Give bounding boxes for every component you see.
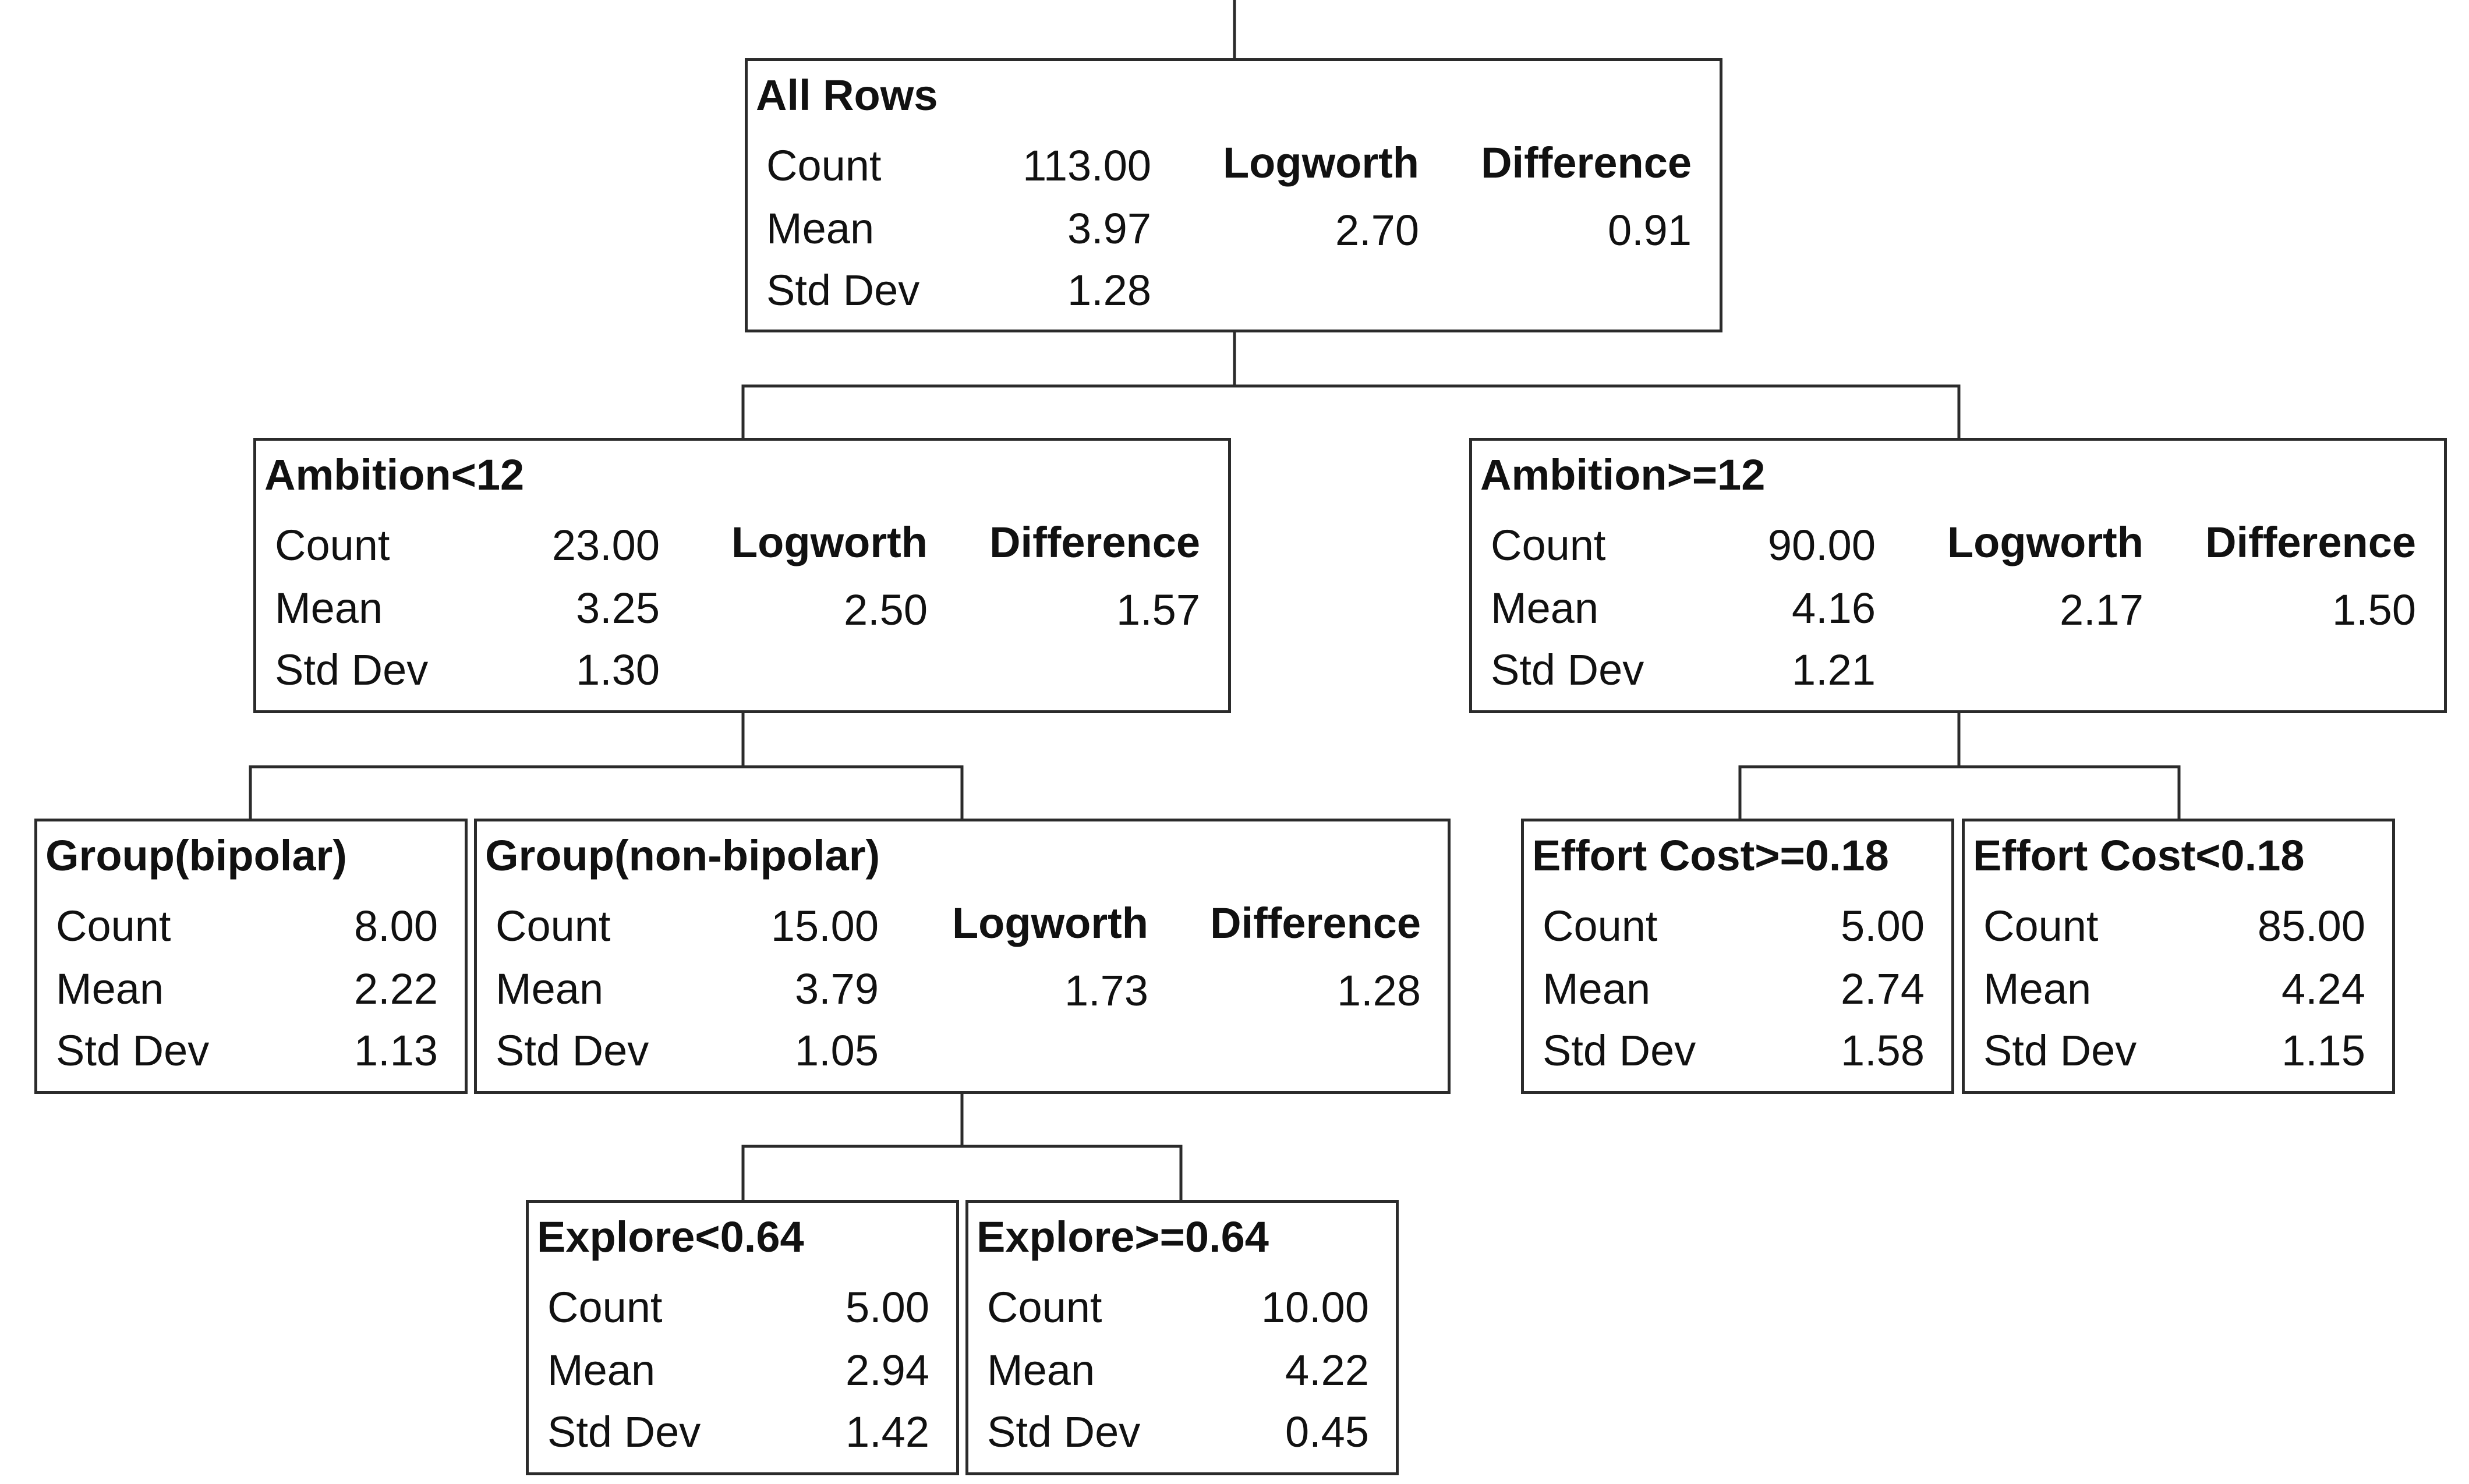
node-title: All Rows [756,71,938,119]
logworth-value: 2.50 [843,586,928,634]
stat-value-mean: 2.22 [353,965,438,1013]
node-group-bipolar: Group(bipolar) Count 8.00 Mean 2.22 Std Dev 1.… [34,819,468,1094]
stat-label-mean: Mean [275,584,383,632]
stat-value-std-dev: 1.58 [1840,1026,1925,1075]
node-title: Ambition<12 [264,451,525,499]
difference-value: 1.57 [1116,586,1200,634]
difference-header: Difference [2205,518,2416,566]
stat-label-mean: Mean [987,1346,1095,1394]
stat-label-std-dev: Std Dev [1491,646,1644,694]
stat-label-count: Count [1543,902,1658,950]
stat-label-count: Count [1983,902,2099,950]
node-title: Explore>=0.64 [977,1213,1269,1261]
stat-label-mean: Mean [496,965,604,1013]
stat-value-mean: 2.74 [1840,965,1925,1013]
stat-label-mean: Mean [766,204,875,253]
connector-line [743,765,964,819]
stat-label-count: Count [56,902,171,950]
stat-value-mean: 3.79 [794,965,879,1013]
stat-value-count: 8.00 [353,902,438,950]
logworth-value: 2.70 [1335,206,1419,254]
stat-label-mean: Mean [1543,965,1651,1013]
stat-value-mean: 4.16 [1791,584,1876,632]
difference-value: 1.28 [1336,966,1421,1015]
node-explore-ge-064: Explore>=0.64 Count 10.00 Mean 4.22 Std Dev 0.… [965,1200,1399,1475]
difference-value: 0.91 [1607,206,1692,254]
stat-label-mean: Mean [56,965,164,1013]
logworth-value: 1.73 [1064,966,1148,1015]
stat-value-std-dev: 1.13 [353,1026,438,1075]
stat-value-std-dev: 1.21 [1791,646,1876,694]
logworth-value: 2.17 [2059,586,2143,634]
stat-value-count: 10.00 [1261,1283,1369,1331]
difference-header: Difference [989,518,1200,566]
connector-line [1738,713,1961,819]
logworth-header: Logworth [1222,139,1419,187]
stat-label-std-dev: Std Dev [1543,1026,1696,1075]
stat-label-count: Count [987,1283,1102,1331]
stat-label-mean: Mean [1491,584,1599,632]
stat-label-std-dev: Std Dev [56,1026,210,1075]
stat-label-std-dev: Std Dev [547,1408,701,1456]
stat-value-std-dev: 0.45 [1285,1408,1369,1456]
node-group-non-bipolar: Group(non-bipolar) Count 15.00 Mean 3.79 Std … [474,819,1451,1094]
stat-label-count: Count [496,902,611,950]
stat-value-mean: 2.94 [845,1346,929,1394]
difference-header: Difference [1210,899,1421,947]
connector-line [249,713,745,819]
stat-label-count: Count [1491,521,1606,569]
stat-value-count: 15.00 [770,902,879,950]
stat-label-std-dev: Std Dev [766,266,920,314]
stat-value-count: 5.00 [1840,902,1925,950]
node-all-rows: All Rows Count 113.00 Mean 3.97 Std Dev 1.28 Lo… [745,58,1722,332]
logworth-header: Logworth [731,518,928,566]
connector-line [962,1145,1183,1200]
difference-value: 1.50 [2332,586,2416,634]
stat-value-std-dev: 1.30 [575,646,660,694]
node-title: Group(non-bipolar) [485,831,880,880]
stat-label-std-dev: Std Dev [496,1026,649,1075]
node-ambition-lt-12: Ambition<12 Count 23.00 Mean 3.25 Std Dev 1.30… [253,438,1231,713]
stat-value-count: 113.00 [1023,141,1151,190]
connector-line [1959,765,2181,819]
node-title: Ambition>=12 [1480,451,1766,499]
stat-value-std-dev: 1.28 [1067,266,1151,314]
node-title: Effort Cost>=0.18 [1532,831,1889,880]
node-ambition-ge-12: Ambition>=12 Count 90.00 Mean 4.16 Std Dev 1.2… [1469,438,2447,713]
connector-line [741,1094,964,1200]
node-explore-lt-064: Explore<0.64 Count 5.00 Mean 2.94 Std Dev 1.42 [526,1200,959,1475]
stat-value-mean: 4.22 [1285,1346,1369,1394]
connector-line [1234,384,1961,438]
stat-label-count: Count [547,1283,663,1331]
stat-label-std-dev: Std Dev [1983,1026,2137,1075]
stat-value-count: 85.00 [2257,902,2365,950]
stat-label-count: Count [275,521,390,569]
stat-value-std-dev: 1.05 [794,1026,879,1075]
logworth-header: Logworth [951,899,1148,947]
node-effort-cost-lt-018: Effort Cost<0.18 Count 85.00 Mean 4.24 Std De… [1962,819,2395,1094]
stat-label-count: Count [766,141,882,190]
logworth-header: Logworth [1947,518,2143,566]
stat-value-count: 90.00 [1767,521,1876,569]
stat-value-mean: 3.97 [1067,204,1151,253]
node-title: Group(bipolar) [45,831,347,880]
stat-value-mean: 4.24 [2281,965,2365,1013]
node-title: Effort Cost<0.18 [1973,831,2305,880]
stat-value-std-dev: 1.15 [2281,1026,2365,1075]
stat-label-mean: Mean [547,1346,656,1394]
stat-label-std-dev: Std Dev [987,1408,1141,1456]
difference-header: Difference [1481,139,1692,187]
node-effort-cost-ge-018: Effort Cost>=0.18 Count 5.00 Mean 2.74 Std De… [1521,819,1954,1094]
stat-value-count: 23.00 [551,521,660,569]
connector-line [741,332,1236,438]
stat-value-std-dev: 1.42 [845,1408,929,1456]
stat-value-mean: 3.25 [575,584,660,632]
node-title: Explore<0.64 [537,1213,804,1261]
stat-value-count: 5.00 [845,1283,929,1331]
stat-label-std-dev: Std Dev [275,646,429,694]
stat-label-mean: Mean [1983,965,2092,1013]
